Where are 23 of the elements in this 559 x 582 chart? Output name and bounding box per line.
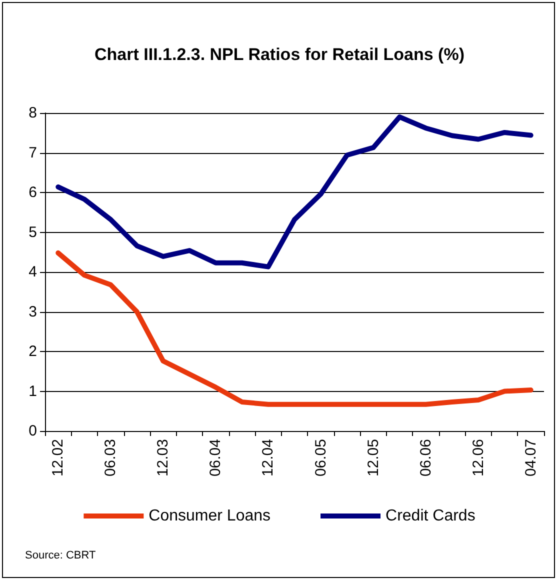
y-tick-label: 4 xyxy=(28,264,37,280)
y-tick-label: 3 xyxy=(28,303,37,320)
legend-label: Credit Cards xyxy=(386,508,476,524)
x-tick-label: 12.02 xyxy=(50,439,67,477)
y-tick-label: 8 xyxy=(28,104,37,122)
y-tick-label: 5 xyxy=(28,224,37,241)
x-tick-label: 12.03 xyxy=(154,439,172,477)
source-note: Source: CBRT xyxy=(25,550,96,562)
x-tick-label: 06.04 xyxy=(207,439,224,477)
x-tick-label: 06.03 xyxy=(102,439,120,477)
y-tick-label: 0 xyxy=(28,422,37,440)
y-tick-label: 6 xyxy=(28,184,37,201)
y-tick-label: 7 xyxy=(28,144,37,162)
x-tick-label: 06.06 xyxy=(417,439,434,477)
x-tick-label: 12.04 xyxy=(260,439,277,477)
x-tick-label: 04.07 xyxy=(522,439,540,477)
x-tick-label: 12.05 xyxy=(364,439,382,477)
legend-label: Consumer Loans xyxy=(148,508,271,524)
x-tick-label: 06.05 xyxy=(312,439,330,477)
chart-title: Chart III.1.2.3. NPL Ratios for Retail Loans (%) xyxy=(94,45,464,64)
y-tick-label: 1 xyxy=(28,382,37,400)
y-tick-label: 2 xyxy=(28,343,37,360)
x-tick-label: 12.06 xyxy=(470,439,487,477)
